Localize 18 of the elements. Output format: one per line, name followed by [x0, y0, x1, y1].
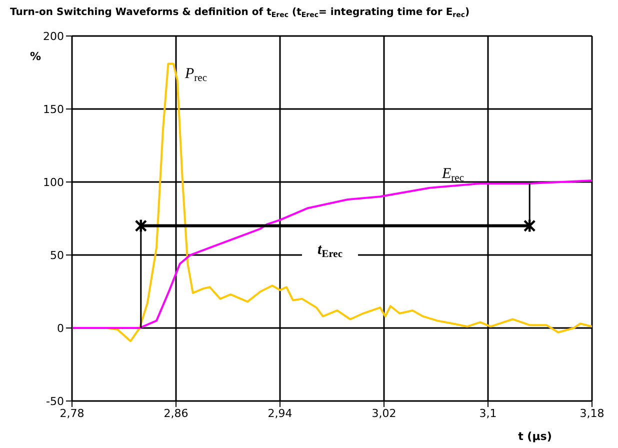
x-tick-label: 2,86	[164, 406, 188, 420]
y-tick-label: 50	[50, 248, 64, 262]
x-tick-label: 3,1	[479, 406, 497, 420]
annotation: P$_{rec}$	[184, 66, 208, 84]
x-tick-label: 3,18	[580, 406, 604, 420]
x-tick-label: 2,78	[60, 406, 84, 420]
annotation: t$_{Erec}$	[318, 242, 343, 260]
y-tick-label: 0	[57, 322, 64, 335]
x-tick-label: 2,94	[268, 406, 292, 420]
chart-title: Turn-on Switching Waveforms & definition of t$_{Erec}$ (t$_{Erec}$= integrating time for E$_{rec}$)	[10, 7, 470, 19]
x-tick-label: 3,02	[372, 406, 396, 420]
y-tick-label: 150	[43, 102, 64, 116]
x-axis-title: t (µs)	[518, 430, 552, 443]
y-tick-label: 200	[43, 30, 64, 43]
annotation: E$_{rec}$	[441, 166, 464, 184]
y-tick-label: 100	[43, 176, 64, 189]
y-tick-label: -50	[46, 394, 64, 408]
y-axis-title: %	[30, 50, 42, 63]
